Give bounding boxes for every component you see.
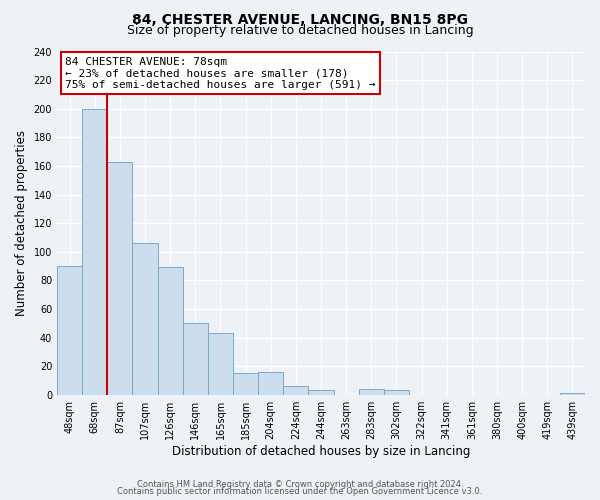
Bar bbox=[158, 268, 183, 394]
Bar bbox=[82, 108, 107, 395]
X-axis label: Distribution of detached houses by size in Lancing: Distribution of detached houses by size … bbox=[172, 444, 470, 458]
Bar bbox=[107, 162, 133, 394]
Y-axis label: Number of detached properties: Number of detached properties bbox=[15, 130, 28, 316]
Text: Contains public sector information licensed under the Open Government Licence v3: Contains public sector information licen… bbox=[118, 487, 482, 496]
Text: 84, CHESTER AVENUE, LANCING, BN15 8PG: 84, CHESTER AVENUE, LANCING, BN15 8PG bbox=[132, 12, 468, 26]
Bar bbox=[258, 372, 283, 394]
Text: 84 CHESTER AVENUE: 78sqm
← 23% of detached houses are smaller (178)
75% of semi-: 84 CHESTER AVENUE: 78sqm ← 23% of detach… bbox=[65, 56, 376, 90]
Bar bbox=[308, 390, 334, 394]
Text: Contains HM Land Registry data © Crown copyright and database right 2024.: Contains HM Land Registry data © Crown c… bbox=[137, 480, 463, 489]
Bar bbox=[57, 266, 82, 394]
Bar bbox=[384, 390, 409, 394]
Bar bbox=[208, 333, 233, 394]
Bar bbox=[183, 323, 208, 394]
Bar bbox=[359, 389, 384, 394]
Bar bbox=[233, 374, 258, 394]
Bar bbox=[133, 243, 158, 394]
Text: Size of property relative to detached houses in Lancing: Size of property relative to detached ho… bbox=[127, 24, 473, 37]
Bar bbox=[283, 386, 308, 394]
